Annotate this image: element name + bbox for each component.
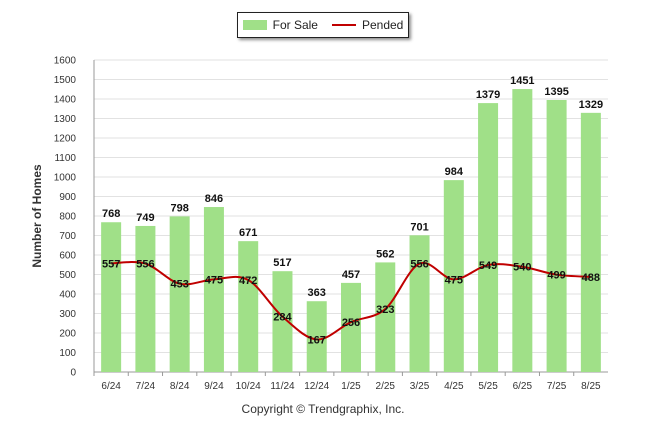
bar-label-for-sale: 562 <box>376 248 394 260</box>
bar-label-for-sale: 671 <box>239 227 257 239</box>
bar-label-for-sale: 701 <box>410 221 428 233</box>
y-tick-label: 1600 <box>54 56 77 67</box>
y-tick-label: 400 <box>59 290 76 301</box>
x-tick-label: 5/25 <box>478 381 498 392</box>
x-tick-label: 1/25 <box>341 381 361 392</box>
bar-for-sale <box>203 207 224 372</box>
y-tick-label: 600 <box>59 251 76 262</box>
legend-item-pended[interactable]: Pended <box>331 18 404 32</box>
y-tick-label: 100 <box>59 348 76 359</box>
x-tick-label: 3/25 <box>410 381 430 392</box>
axes: 0 100 200 300 400 500 600 700 800 900 1000 1100 1200… <box>54 56 608 392</box>
bar-label-for-sale: 1329 <box>579 99 603 111</box>
line-label-pended: 323 <box>376 304 394 316</box>
bar-for-sale <box>306 301 327 372</box>
y-tick-label: 800 <box>59 212 76 223</box>
bar-label-for-sale: 517 <box>273 257 291 269</box>
line-label-pended: 284 <box>273 312 292 324</box>
bar-for-sale <box>375 262 396 372</box>
bar-label-for-sale: 1395 <box>544 86 568 98</box>
bars-for-sale <box>101 89 601 373</box>
x-tick-label: 7/24 <box>136 381 156 392</box>
y-tick-label: 1400 <box>54 95 77 106</box>
line-label-pended: 472 <box>239 275 257 287</box>
data-labels: 768 749 798 846 671 517 363 457 562 701 984 1379 145… <box>102 75 603 346</box>
line-label-pended: 256 <box>342 317 360 329</box>
line-label-pended: 475 <box>445 274 463 286</box>
x-tick-label: 10/24 <box>236 381 261 392</box>
bar-label-for-sale: 984 <box>445 166 464 178</box>
legend-label-pended: Pended <box>361 18 404 32</box>
line-label-pended: 540 <box>513 262 531 274</box>
bar-for-sale <box>272 271 293 372</box>
x-tick-label: 6/25 <box>513 381 533 392</box>
line-pended <box>111 261 591 341</box>
bar-label-for-sale: 1451 <box>510 75 534 87</box>
bar-label-for-sale: 363 <box>308 287 326 299</box>
copyright-text: Copyright © Trendgraphix, Inc. <box>241 402 405 416</box>
line-series-pended <box>111 261 591 341</box>
legend-label-for-sale: For Sale <box>272 18 318 32</box>
y-tick-label: 300 <box>59 309 76 320</box>
x-tick-label: 6/24 <box>101 381 121 392</box>
y-tick-label: 500 <box>59 270 76 281</box>
legend-swatch-pended <box>331 24 356 26</box>
x-tick-label: 11/24 <box>270 381 295 392</box>
bar-label-for-sale: 749 <box>136 212 154 224</box>
line-label-pended: 488 <box>582 272 600 284</box>
line-label-pended: 499 <box>547 270 565 282</box>
x-tick-label: 12/24 <box>304 381 329 392</box>
x-tick-label: 7/25 <box>547 381 567 392</box>
y-tick-label: 1500 <box>54 75 77 86</box>
line-label-pended: 557 <box>102 258 120 270</box>
line-label-pended: 556 <box>410 259 428 271</box>
line-label-pended: 549 <box>479 260 497 272</box>
y-tick-label: 1300 <box>54 114 77 125</box>
bar-for-sale <box>135 225 156 372</box>
bar-for-sale <box>546 99 567 372</box>
legend: For Sale Pended <box>237 12 409 38</box>
y-axis-title: Number of Homes <box>30 164 44 268</box>
bar-for-sale <box>101 222 122 372</box>
x-tick-label: 2/25 <box>376 381 396 392</box>
line-label-pended: 556 <box>136 259 154 271</box>
line-label-pended: 475 <box>205 274 223 286</box>
x-tick-label: 4/25 <box>444 381 464 392</box>
legend-swatch-for-sale <box>242 20 267 30</box>
y-tick-label: 900 <box>59 192 76 203</box>
x-tick-label: 9/24 <box>204 381 224 392</box>
y-tick-label: 1200 <box>54 134 77 145</box>
bar-label-for-sale: 798 <box>170 202 188 214</box>
line-label-pended: 167 <box>308 334 326 346</box>
bar-for-sale <box>478 103 499 372</box>
y-tick-label: 1100 <box>54 153 76 164</box>
x-tick-label: 8/24 <box>170 381 190 392</box>
legend-item-for-sale[interactable]: For Sale <box>242 18 318 32</box>
bar-for-sale <box>512 89 533 373</box>
y-tick-label: 0 <box>70 368 76 379</box>
bar-for-sale <box>341 282 361 372</box>
bar-label-for-sale: 846 <box>205 193 223 205</box>
bar-for-sale <box>443 180 464 372</box>
x-tick-label: 8/25 <box>581 381 601 392</box>
bar-for-sale <box>409 235 430 372</box>
y-tick-label: 1000 <box>54 173 77 184</box>
y-tick-label: 200 <box>59 329 76 340</box>
bar-label-for-sale: 768 <box>102 208 120 220</box>
y-tick-label: 700 <box>59 231 76 242</box>
bar-label-for-sale: 457 <box>342 269 360 281</box>
line-label-pended: 453 <box>170 279 188 291</box>
bar-for-sale <box>169 216 190 372</box>
bar-for-sale <box>580 112 601 372</box>
bar-for-sale <box>238 241 259 372</box>
bar-label-for-sale: 1379 <box>476 89 500 101</box>
